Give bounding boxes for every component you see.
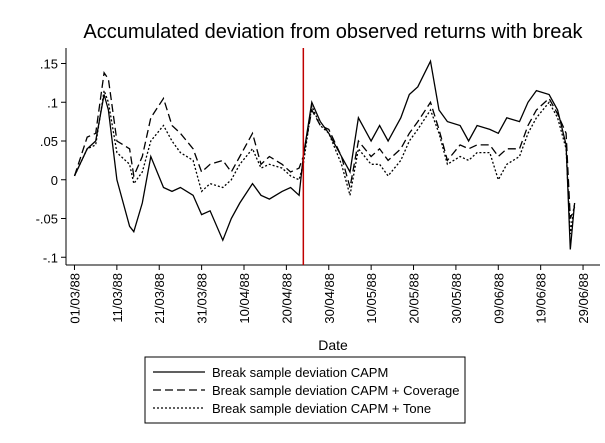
x-tick-label: 31/03/88 — [195, 273, 210, 324]
x-tick-label: 20/05/88 — [407, 273, 422, 324]
y-tick-label: 0 — [51, 173, 58, 188]
x-axis-label: Date — [318, 337, 348, 353]
y-tick-label: .05 — [40, 134, 58, 149]
x-tick-label: 01/03/88 — [67, 273, 82, 324]
x-tick-label: 30/05/88 — [449, 273, 464, 324]
y-tick-label: -.05 — [36, 212, 58, 227]
y-tick-label: .15 — [40, 57, 58, 72]
legend-label: Break sample deviation CAPM + Tone — [212, 401, 431, 416]
legend-label: Break sample deviation CAPM + Coverage — [212, 383, 459, 398]
x-tick-label: 10/04/88 — [237, 273, 252, 324]
legend-box — [144, 356, 466, 424]
legend-label: Break sample deviation CAPM — [212, 365, 388, 380]
x-tick-label: 29/06/88 — [576, 273, 591, 324]
y-tick-label: -.1 — [43, 250, 58, 265]
y-tick-label: .1 — [47, 95, 58, 110]
x-tick-label: 30/04/88 — [322, 273, 337, 324]
x-tick-label: 19/06/88 — [534, 273, 549, 324]
series-line — [73, 59, 576, 250]
chart-title: Accumulated deviation from observed retu… — [83, 21, 583, 43]
x-tick-label: 20/04/88 — [279, 273, 294, 324]
x-tick-label: 09/06/88 — [491, 273, 506, 324]
x-tick-label: 10/05/88 — [364, 273, 379, 324]
series-line — [73, 88, 576, 235]
x-tick-label: 21/03/88 — [152, 273, 167, 324]
x-tick-label: 11/03/88 — [110, 273, 125, 323]
